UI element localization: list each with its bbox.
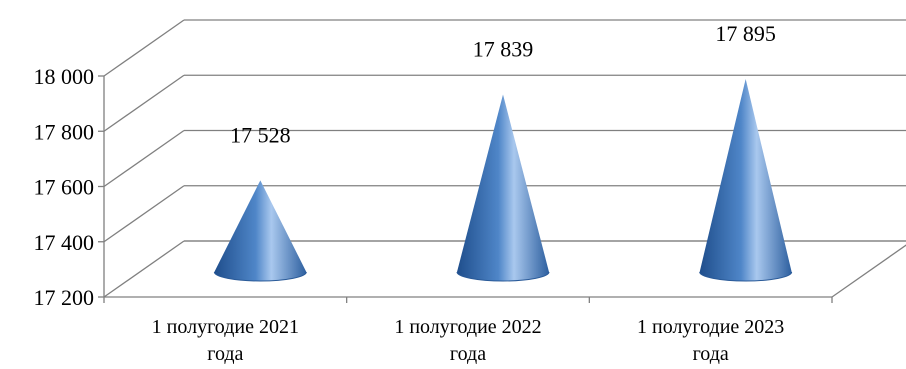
cone-body xyxy=(457,94,549,281)
x-category-label: 1 полугодие 2021 года xyxy=(120,314,330,368)
x-category-label-line: года xyxy=(692,343,729,365)
side-gridline xyxy=(103,129,185,188)
cone-bar xyxy=(699,79,793,282)
cone-body xyxy=(699,79,792,281)
x-category-label: 1 полугодие 2023 года xyxy=(606,314,816,368)
cones xyxy=(213,79,793,282)
floor-right-edge xyxy=(831,244,906,298)
y-tick-label: 17 400 xyxy=(34,230,95,255)
side-gridline xyxy=(103,185,185,243)
cone-body xyxy=(214,180,307,281)
data-label: 17 528 xyxy=(230,122,291,147)
x-category-label-line: 1 полугодие 2023 xyxy=(637,316,785,338)
y-tick-label: 18 000 xyxy=(34,64,95,89)
cone-base-edge xyxy=(699,271,793,282)
x-category-label: 1 полугодие 2022 года xyxy=(363,314,573,368)
x-category-label-line: года xyxy=(449,343,487,365)
cone-base-edge xyxy=(456,271,550,282)
y-tick-label: 17 800 xyxy=(34,119,95,144)
side-gridline xyxy=(103,74,185,132)
y-axis-ticks: 17 200 17 400 17 600 17 800 18 000 xyxy=(34,64,95,310)
data-label: 17 839 xyxy=(473,36,534,61)
cone-base-edge xyxy=(213,271,307,282)
x-category-label-line: 1 полугодие 2021 xyxy=(151,316,299,338)
data-labels: 17 528 17 839 17 895 xyxy=(230,21,776,147)
y-tick-label: 17 600 xyxy=(34,175,95,200)
x-category-label-line: года xyxy=(207,343,244,365)
side-gridline xyxy=(103,240,185,298)
data-label: 17 895 xyxy=(715,21,776,46)
cone-bar xyxy=(213,180,307,282)
y-tick-label: 17 200 xyxy=(34,285,95,310)
gridlines xyxy=(98,19,906,303)
side-gridline xyxy=(103,19,185,77)
x-category-label-line: 1 полугодие 2022 xyxy=(394,316,542,338)
cone-bar xyxy=(456,94,550,282)
